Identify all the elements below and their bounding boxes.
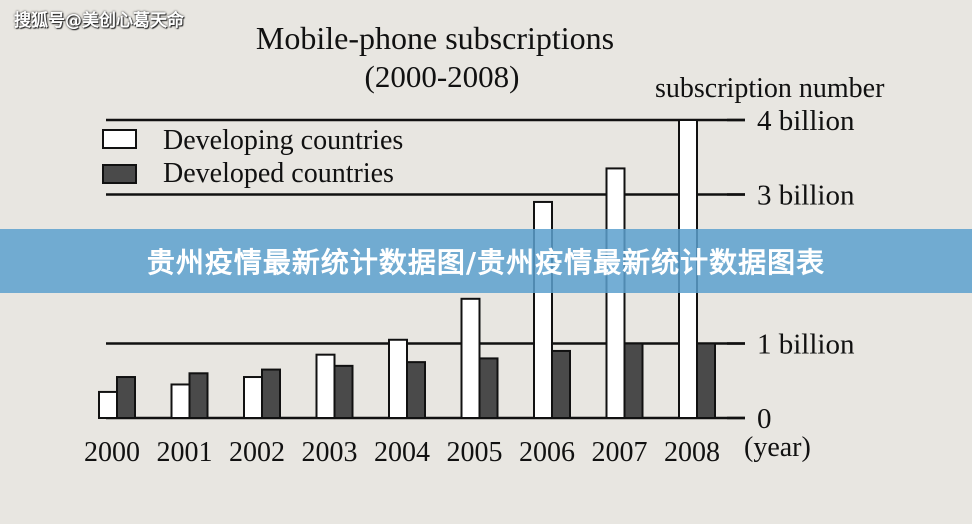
legend-label-developing: Developing countries: [163, 125, 403, 156]
bar-developed-2002: [261, 368, 281, 420]
bar-developing-2000: [98, 390, 118, 419]
y-tick-label: 1 billion: [757, 329, 855, 361]
bar-developing-2007: [605, 167, 626, 419]
bar-developed-2001: [188, 372, 209, 419]
bar-developed-2007: [623, 342, 644, 419]
bar-developing-2002: [243, 376, 263, 419]
legend: Developing countries Developed countries: [102, 125, 403, 189]
x-tick-label: 2005: [447, 437, 503, 468]
x-axis-unit: (year): [744, 432, 811, 463]
bar-developing-2003: [315, 353, 336, 419]
y-tick-label: 4 billion: [757, 105, 855, 137]
legend-label-developed: Developed countries: [163, 158, 394, 189]
chart-title: Mobile-phone subscriptions: [256, 20, 614, 56]
y-axis-label: subscription number: [655, 73, 885, 104]
title-banner: 贵州疫情最新统计数据图/贵州疫情最新统计数据图表: [0, 229, 972, 293]
x-tick-label: 2002: [229, 437, 285, 468]
bar-developed-2008: [696, 342, 716, 419]
x-tick-label: 2008: [664, 437, 720, 468]
x-tick-label: 2007: [592, 437, 648, 468]
banner-title: 贵州疫情最新统计数据图/贵州疫情最新统计数据图表: [146, 246, 826, 279]
bar-developing-2005: [460, 297, 481, 419]
bar-developed-2000: [116, 376, 136, 419]
y-tick-label: 3 billion: [757, 180, 855, 212]
x-tick-label: 2003: [302, 437, 358, 468]
bar-developing-2004: [388, 338, 408, 419]
bar-developed-2005: [478, 357, 499, 419]
bar-developed-2003: [333, 364, 354, 420]
y-tick-label: 0: [757, 403, 772, 435]
x-tick-label: 2000: [84, 437, 140, 468]
bar-developed-2004: [406, 361, 426, 419]
x-tick-label: 2006: [519, 437, 575, 468]
bar-developing-2001: [170, 383, 191, 420]
x-tick-label: 2004: [374, 437, 430, 468]
watermark: 搜狐号@美创心葛天命: [14, 11, 184, 31]
chart-subtitle: (2000-2008): [365, 59, 520, 94]
bar-developed-2006: [551, 349, 571, 420]
legend-swatch-developing: [102, 129, 137, 149]
x-tick-label: 2001: [157, 437, 213, 468]
legend-swatch-developed: [102, 164, 137, 184]
